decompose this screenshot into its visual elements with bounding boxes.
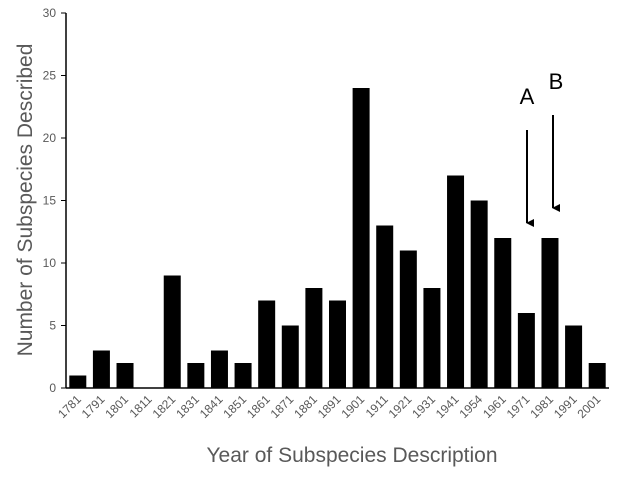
bar [210,350,228,388]
x-tick-label: 1991 [551,392,580,421]
y-tick-label: 30 [43,6,57,20]
bar [447,175,465,388]
y-tick-label: 15 [43,194,57,208]
bar [470,200,488,388]
x-tick-label: 1831 [173,392,202,421]
bar [588,363,606,388]
x-tick-label: 1861 [244,392,273,421]
bar [541,238,559,388]
bar [234,363,252,388]
x-tick-label: 1971 [504,392,533,421]
x-tick-label: 1954 [456,392,485,421]
bar [92,350,110,388]
annotation: B [549,69,564,94]
y-tick-label: 0 [49,381,56,395]
x-tick-label: 1821 [150,392,179,421]
bar [517,313,535,388]
bar [565,325,583,388]
x-tick-label: 1811 [127,392,155,420]
x-tick-label: 2001 [575,392,604,421]
bar [423,288,441,388]
y-tick-label: 10 [43,256,57,270]
bar [187,363,205,388]
annotation: A [520,84,535,109]
y-tick-label: 20 [43,131,57,145]
x-tick-label: 1931 [409,392,438,421]
bar [281,325,299,388]
bar [116,363,134,388]
bar [376,225,394,388]
x-tick-label: 1871 [268,392,297,421]
y-axis-title: Number of Subspecies Described [14,44,37,357]
x-axis-title: Year of Subspecies Description [206,444,497,467]
x-tick-label: 1981 [527,392,556,421]
bar [494,238,512,388]
bar [258,300,276,388]
x-tick-label: 1841 [197,392,226,421]
bar [163,275,181,388]
y-tick-label: 25 [43,69,57,83]
x-tick-label: 1781 [55,392,84,421]
x-tick-label: 1791 [79,392,108,421]
x-tick-label: 1961 [480,392,509,421]
x-tick-label: 1941 [433,392,462,421]
x-tick-label: 1911 [363,392,391,420]
x-tick-label: 1881 [291,392,320,421]
x-tick-label: 1801 [102,392,131,421]
x-tick-label: 1921 [386,392,415,421]
x-tick-label: 1891 [315,392,344,421]
bar [305,288,323,388]
bar [399,250,417,388]
bar [69,375,87,388]
x-tick-label: 1901 [338,392,367,421]
bar [352,88,370,388]
x-tick-label: 1851 [220,392,249,421]
y-tick-label: 5 [49,319,56,333]
bar [329,300,346,388]
